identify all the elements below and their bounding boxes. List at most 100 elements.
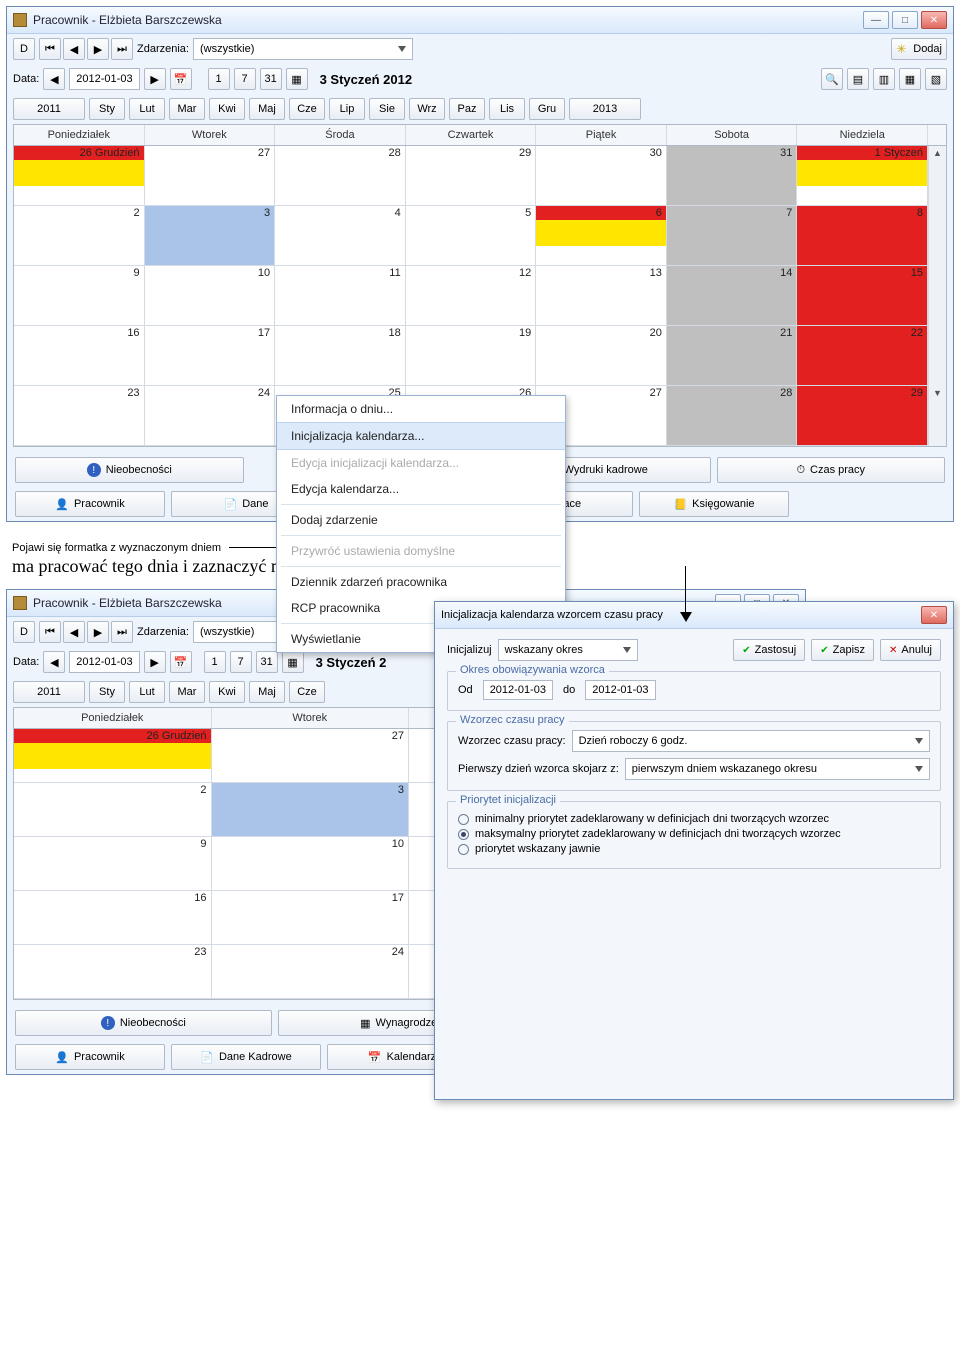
calendar-cell[interactable]: 17 [212, 891, 410, 945]
calendar-cell[interactable]: 28 [667, 386, 798, 446]
tool3-button[interactable]: ▦ [899, 68, 921, 90]
d-button[interactable]: D [13, 38, 35, 60]
priority-radio[interactable]: minimalny priorytet zadeklarowany w defi… [458, 813, 930, 825]
calendar-cell[interactable]: 12 [406, 266, 537, 326]
menu-item[interactable]: Inicjalizacja kalendarza... [277, 422, 565, 450]
month-button[interactable]: Kwi [209, 98, 245, 120]
date-input[interactable]: 2012-01-03 [69, 68, 139, 90]
menu-item[interactable]: Edycja kalendarza... [277, 476, 565, 502]
calendar-cell[interactable]: 3 [145, 206, 276, 266]
search-button[interactable]: 🔍 [821, 68, 843, 90]
calendar-cell[interactable]: 21 [667, 326, 798, 386]
menu-item[interactable]: Dodaj zdarzenie [277, 507, 565, 533]
priority-radio[interactable]: maksymalny priorytet zadeklarowany w def… [458, 828, 930, 840]
zdarzenia-select[interactable]: (wszystkie) [193, 38, 413, 60]
save-button[interactable]: ✔Zapisz [811, 639, 874, 661]
calendar-cell[interactable]: 27 [145, 146, 276, 206]
scrollbar[interactable]: ▲ [928, 146, 946, 206]
calendar-cell[interactable]: 10 [145, 266, 276, 326]
bottom-button[interactable]: 👤Pracownik [15, 491, 165, 517]
calendar-cell[interactable]: 16 [14, 891, 212, 945]
calendar-cell[interactable]: 10 [212, 837, 410, 891]
date-prev-button[interactable]: ◀ [43, 651, 65, 673]
calendar-cell[interactable]: 9 [14, 837, 212, 891]
first-button[interactable]: ⏮ [39, 38, 61, 60]
calendar-cell[interactable]: 13 [536, 266, 667, 326]
last-button[interactable]: ⏭ [111, 38, 133, 60]
tool4-button[interactable]: ▧ [925, 68, 947, 90]
month-button[interactable]: Gru [529, 98, 565, 120]
dialog-close-button[interactable]: ✕ [921, 606, 947, 624]
calendar-cell[interactable]: 18 [275, 326, 406, 386]
close-button[interactable]: ✕ [921, 11, 947, 29]
calendar-cell[interactable]: 2 [14, 783, 212, 837]
calendar-cell[interactable]: 5 [406, 206, 537, 266]
do-input[interactable]: 2012-01-03 [585, 680, 655, 700]
calendar-cell[interactable]: 17 [145, 326, 276, 386]
date-next-button[interactable]: ▶ [144, 651, 166, 673]
month-button[interactable]: Maj [249, 681, 285, 703]
date-input[interactable]: 2012-01-03 [69, 651, 139, 673]
bottom-button[interactable]: 📄Dane Kadrowe [171, 1044, 321, 1070]
month-button[interactable]: Lut [129, 681, 165, 703]
view-day-button[interactable]: 1 [208, 68, 230, 90]
bottom-button[interactable]: !Nieobecności [15, 1010, 272, 1036]
calendar-cell[interactable]: 31 [667, 146, 798, 206]
calendar-cell[interactable]: 26 Grudzień [14, 729, 212, 783]
view-grid-button[interactable]: ▦ [286, 68, 308, 90]
wz-select[interactable]: Dzień roboczy 6 godz. [572, 730, 930, 752]
menu-item[interactable]: Dziennik zdarzeń pracownika [277, 569, 565, 595]
prev-button[interactable]: ◀ [63, 38, 85, 60]
month-button[interactable]: Sty [89, 681, 125, 703]
dodaj-button[interactable]: ✳ Dodaj [891, 38, 947, 60]
view-grid-button[interactable]: ▦ [282, 651, 304, 673]
view-week-button[interactable]: 7 [230, 651, 252, 673]
view-month-button[interactable]: 31 [256, 651, 278, 673]
calendar-cell[interactable]: 27 [212, 729, 410, 783]
month-button[interactable]: Lip [329, 98, 365, 120]
last-button[interactable]: ⏭ [111, 621, 133, 643]
calendar-cell[interactable]: 1 Styczeń [797, 146, 928, 206]
calendar-cell[interactable]: 7 [667, 206, 798, 266]
calendar-cell[interactable]: 30 [536, 146, 667, 206]
tool2-button[interactable]: ▥ [873, 68, 895, 90]
calendar-cell[interactable]: 2 [14, 206, 145, 266]
month-button[interactable]: Cze [289, 98, 325, 120]
calendar-cell[interactable]: 9 [14, 266, 145, 326]
month-button[interactable]: Kwi [209, 681, 245, 703]
first-button[interactable]: ⏮ [39, 621, 61, 643]
calendar-cell[interactable]: 29 [406, 146, 537, 206]
calendar-cell[interactable]: 24 [212, 945, 410, 999]
view-day-button[interactable]: 1 [204, 651, 226, 673]
next-button[interactable]: ▶ [87, 38, 109, 60]
calendar-cell[interactable]: 26 Grudzień [14, 146, 145, 206]
calendar-cell[interactable]: 11 [275, 266, 406, 326]
month-button[interactable]: Lis [489, 98, 525, 120]
month-button[interactable]: Wrz [409, 98, 445, 120]
bottom-button[interactable]: ⏱Czas pracy [717, 457, 946, 483]
month-button[interactable]: Maj [249, 98, 285, 120]
pd-select[interactable]: pierwszym dniem wskazanego okresu [625, 758, 930, 780]
month-button[interactable]: Lut [129, 98, 165, 120]
date-next-button[interactable]: ▶ [144, 68, 166, 90]
month-button[interactable]: Paz [449, 98, 485, 120]
tool1-button[interactable]: ▤ [847, 68, 869, 90]
prev-button[interactable]: ◀ [63, 621, 85, 643]
calendar-cell[interactable]: 19 [406, 326, 537, 386]
month-button[interactable]: Mar [169, 681, 205, 703]
scrollbar[interactable] [928, 326, 946, 386]
date-prev-button[interactable]: ◀ [43, 68, 65, 90]
next-year-button[interactable]: 2013 [569, 98, 641, 120]
calendar-cell[interactable]: 22 [797, 326, 928, 386]
calendar-cell[interactable]: 23 [14, 386, 145, 446]
calendar-cell[interactable]: 29 [797, 386, 928, 446]
priority-radio[interactable]: priorytet wskazany jawnie [458, 843, 930, 855]
calendar-cell[interactable]: 23 [14, 945, 212, 999]
calendar-cell[interactable]: 8 [797, 206, 928, 266]
calendar-cell[interactable]: 28 [275, 146, 406, 206]
month-button[interactable]: Mar [169, 98, 205, 120]
view-week-button[interactable]: 7 [234, 68, 256, 90]
prev-year-button[interactable]: 2011 [13, 98, 85, 120]
calendar-cell[interactable]: 24 [145, 386, 276, 446]
scrollbar[interactable] [928, 266, 946, 326]
